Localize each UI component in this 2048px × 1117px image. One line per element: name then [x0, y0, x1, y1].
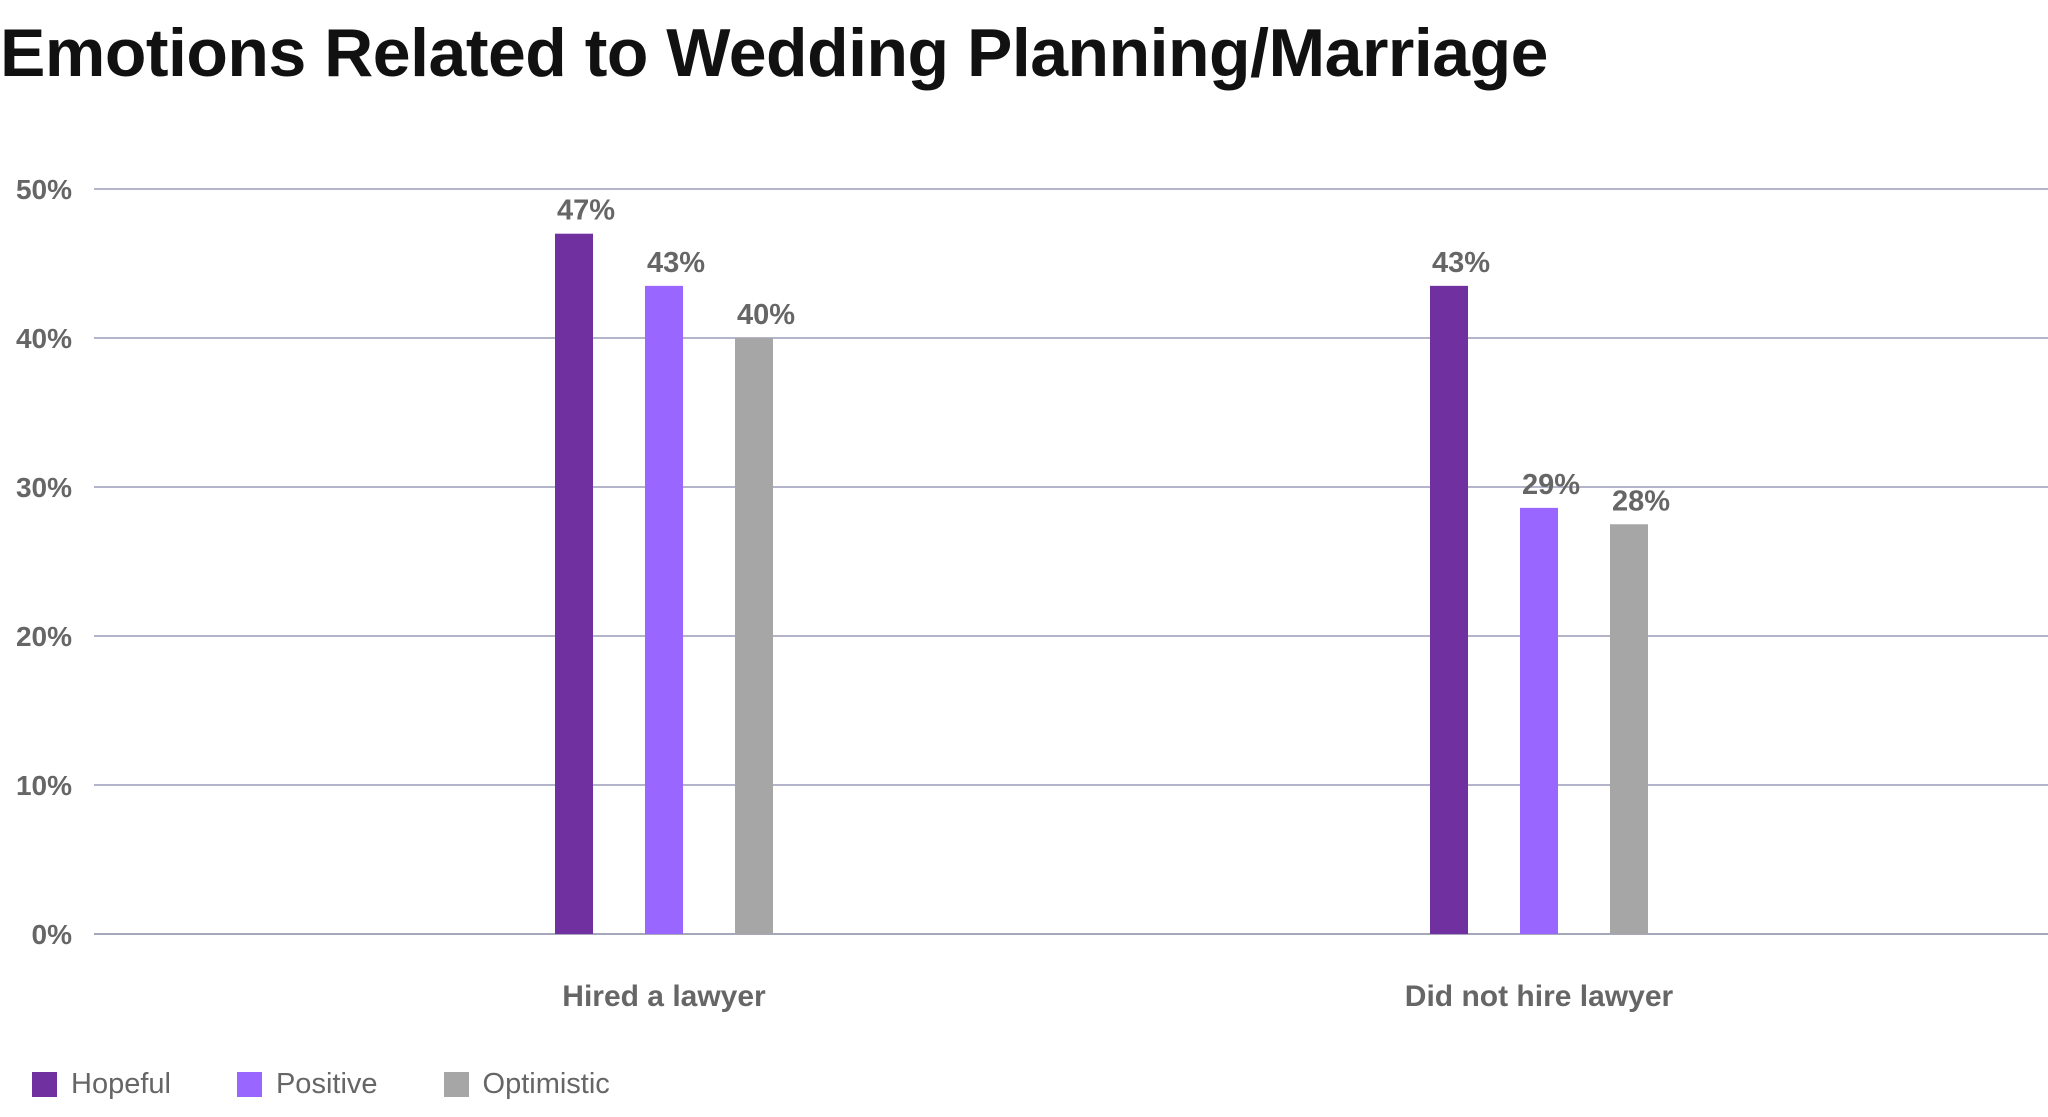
data-labels: 47% 43% 40% 43% 29% 28%: [557, 195, 1670, 518]
gridlines: [94, 188, 2048, 935]
x-axis-categories: Hired a lawyer Did not hire lawyer: [562, 980, 1673, 1013]
y-tick-label: 10%: [16, 770, 72, 801]
data-label: 40%: [737, 299, 795, 331]
data-label: 43%: [647, 247, 705, 279]
legend-swatch: [32, 1072, 57, 1097]
legend-item: Optimistic: [443, 1068, 610, 1101]
data-label: 28%: [1612, 485, 1670, 517]
bars: [555, 233, 1648, 935]
y-tick-label: 50%: [16, 174, 72, 205]
y-tick-label: 20%: [16, 621, 72, 652]
y-tick-label: 30%: [16, 472, 72, 503]
legend-swatch: [236, 1072, 262, 1097]
category-label: Hired a lawyer: [562, 980, 766, 1013]
data-label: 43%: [1432, 247, 1490, 279]
data-label: 47%: [557, 195, 615, 227]
bar: [555, 233, 593, 934]
legend-label: Hopeful: [71, 1068, 171, 1100]
legend-label: Optimistic: [482, 1068, 610, 1100]
category-label: Did not hire lawyer: [1405, 980, 1674, 1013]
y-tick-label: 0%: [32, 919, 73, 950]
y-tick-label: 40%: [16, 323, 72, 354]
legend: Hopeful Positive Optimistic: [32, 1068, 676, 1101]
bar: [1610, 524, 1648, 934]
y-axis-ticks: 0% 10% 20% 30% 40% 50%: [16, 174, 72, 950]
legend-swatch: [443, 1072, 469, 1097]
bar: [1520, 507, 1558, 934]
data-label: 29%: [1522, 469, 1580, 501]
legend-label: Positive: [275, 1068, 378, 1100]
legend-item: Positive: [236, 1068, 378, 1101]
chart-title: Emotions Related to Wedding Planning/Mar…: [0, 15, 1548, 91]
bar: [735, 338, 773, 934]
bar: [1430, 285, 1468, 935]
legend-item: Hopeful: [32, 1068, 171, 1101]
bar: [645, 285, 683, 935]
